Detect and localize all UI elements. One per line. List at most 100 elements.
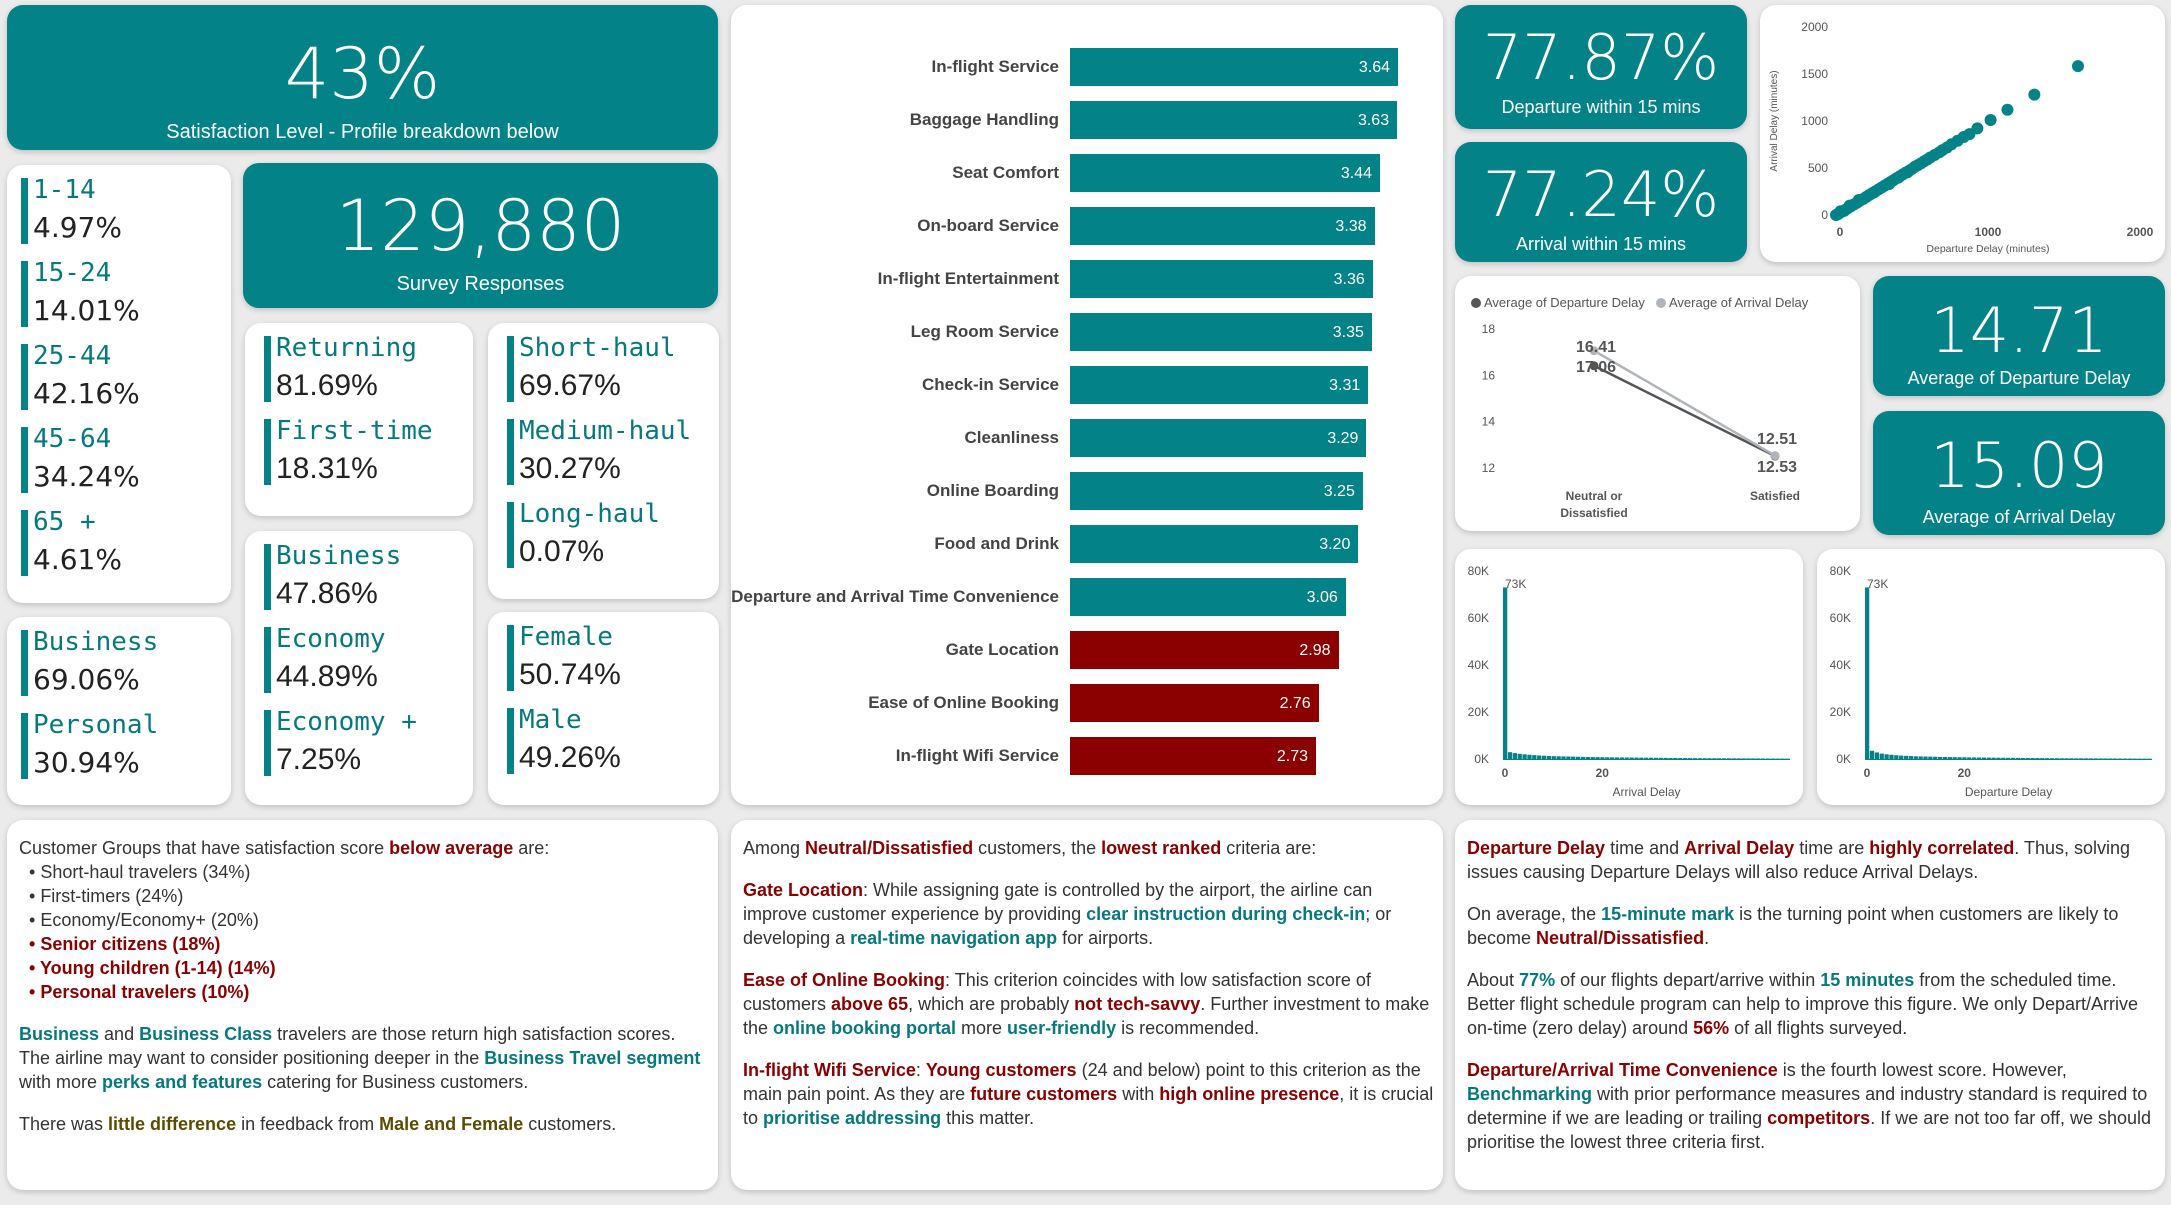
hist-bar: [1918, 756, 1923, 759]
hist-bar: [1517, 753, 1522, 759]
bar-value-label: 2.73: [1276, 748, 1308, 765]
y-axis-label: Arrival Delay (minutes): [1769, 70, 1780, 171]
profile-item: Economy + 7.25%: [253, 704, 417, 780]
note-highlight: 77%: [1519, 970, 1556, 990]
profile-item: Business 47.86%: [253, 538, 417, 614]
hist-bar: [2015, 757, 2021, 759]
lowest-criteria-note: Among Neutral/Dissatisfied customers, th…: [743, 836, 1435, 1148]
profile-value: 7.25%: [276, 743, 362, 776]
note-text: with: [1117, 1084, 1160, 1104]
hist-bar: [1702, 758, 1707, 759]
criteria-bar-chart: In-flight Service 3.64 Baggage Handling 3.6…: [731, 5, 1443, 805]
hist-bar: [2069, 758, 2074, 759]
note-highlight: Business Travel segment: [484, 1048, 701, 1068]
bar: 3.35: [1070, 313, 1372, 351]
hist-bar: [1697, 758, 1702, 759]
y-tick-label: 60K: [1468, 611, 1489, 625]
hist-bar: [1537, 755, 1542, 759]
legend-label: Average of Arrival Delay: [1669, 295, 1809, 310]
hist-bar: [2093, 758, 2098, 759]
profile-label: Long-haul: [519, 499, 660, 529]
y-tick-label: 2000: [1801, 20, 1828, 34]
note-text: . Thus, solving issues causing Departure…: [1467, 838, 2130, 882]
arrival-15-label: Arrival within 15 mins: [1515, 234, 1687, 254]
profile-value: 14.01%: [33, 294, 140, 327]
note-text: more: [956, 1018, 1008, 1038]
gender-list: Female 50.74% Male 49.26%: [496, 619, 621, 785]
hist-bar: [2001, 757, 2006, 759]
profile-item: Short-haul 69.67%: [496, 330, 691, 406]
profile-item: 25-44 42.16%: [10, 338, 140, 414]
profile-item: Male 49.26%: [496, 702, 621, 778]
hist-bar: [1865, 587, 1870, 759]
hist-bar: [1663, 757, 1668, 759]
note-highlight: Departure Delay: [1467, 838, 1606, 858]
bar-value-label: 3.44: [1340, 165, 1372, 182]
bar-value-label: 3.36: [1333, 271, 1365, 288]
note-highlight: 15-minute mark: [1601, 904, 1735, 924]
note-text: (24 and below) point to this criterion a…: [743, 1060, 1421, 1104]
hist-bar: [1610, 757, 1615, 759]
customer-groups-note-card: Customer Groups that have satisfaction s…: [7, 820, 718, 1190]
hist-bar: [1512, 753, 1517, 759]
profile-value: 30.94%: [33, 746, 140, 779]
departure-15-label: Departure within 15 mins: [1501, 97, 1701, 117]
hist-bar: [1712, 758, 1717, 759]
profile-label: Personal: [33, 710, 159, 740]
travel-type-list: Business 69.06% Personal 30.94%: [10, 624, 158, 790]
hist-bar: [1707, 758, 1712, 759]
hist-bar: [1629, 757, 1634, 759]
avg-arrival-value: 15.09: [1930, 429, 2108, 502]
hist-bar: [1600, 757, 1605, 759]
list-item: Personal travelers (10%): [19, 980, 709, 1004]
legend-marker: [1656, 298, 1666, 308]
hist-bar: [1624, 757, 1629, 759]
note-text: . If we are not too far off, we should p…: [1467, 1108, 2152, 1152]
profile-label: 15-24: [33, 258, 112, 288]
travel-type-card: Business 69.06% Personal 30.94%: [7, 617, 231, 805]
note-text: :: [915, 1060, 926, 1080]
hist-bar: [1726, 758, 1732, 759]
bar-value-label: 3.35: [1332, 324, 1364, 341]
note-text: is recommended.: [1116, 1018, 1260, 1038]
note-highlight: In-flight Wifi Service: [743, 1060, 916, 1080]
hist-bar: [1991, 757, 1996, 759]
hist-bar: [1653, 757, 1659, 759]
note-text: and: [99, 1024, 140, 1044]
hist-bar: [1673, 757, 1678, 759]
note-highlight: 56%: [1693, 1018, 1730, 1038]
note-highlight: Arrival Delay: [1684, 838, 1795, 858]
hist-bar: [1639, 757, 1644, 759]
hist-bar: [1731, 758, 1736, 759]
profile-value: 34.24%: [33, 460, 140, 493]
scatter-point: [1901, 166, 1914, 179]
hist-bar: [2108, 758, 2113, 759]
hist-bar: [1751, 758, 1756, 759]
hist-bar: [1541, 755, 1547, 759]
x-tick-label: 1000: [1975, 225, 2002, 239]
note-text: in feedback from: [236, 1114, 380, 1134]
y-tick-label: 12: [1482, 461, 1496, 475]
profile-label: 25-44: [33, 341, 112, 371]
bar-value-label: 2.76: [1279, 695, 1311, 712]
hist-bar: [1561, 756, 1566, 759]
note-text: is the turning point when customers are …: [1467, 904, 2119, 948]
delay-note: Departure Delay time and Arrival Delay t…: [1467, 836, 2157, 1172]
note-highlight: prioritise addressing: [763, 1108, 942, 1128]
hist-bar: [2040, 758, 2045, 759]
hist-bar: [1736, 758, 1741, 759]
hist-bar: [1894, 755, 1899, 759]
note-text: , which are probably: [908, 994, 1075, 1014]
bar: 3.29: [1070, 419, 1367, 457]
profile-label: Business: [33, 627, 159, 657]
bar: 3.63: [1070, 101, 1398, 139]
bar-value-label: 3.63: [1357, 112, 1390, 129]
profile-label: Economy +: [276, 707, 417, 737]
hist-bar: [1962, 757, 1967, 759]
profile-value: 4.61%: [33, 543, 122, 576]
note-highlight: Business: [19, 1024, 100, 1044]
note-text: time are: [1794, 838, 1870, 858]
note-highlight: future customers: [970, 1084, 1118, 1104]
note-text: criteria are:: [1221, 838, 1317, 858]
hist-bar: [1658, 757, 1663, 759]
